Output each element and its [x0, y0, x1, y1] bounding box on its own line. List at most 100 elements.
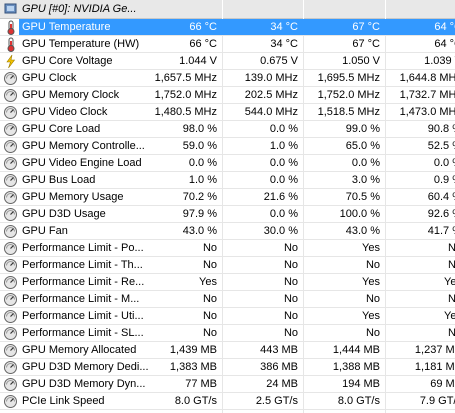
sensor-value: 1.039 V	[424, 55, 455, 67]
sensor-value: 92.6 %	[427, 208, 455, 220]
sensor-row[interactable]: Performance Limit - Re... Yes No Yes Yes	[0, 274, 455, 291]
sensor-row[interactable]: GPU Temperature 66 °C 34 °C 67 °C 64 °C	[0, 19, 455, 36]
sensor-value: 1.050 V	[342, 55, 380, 67]
sensor-value: 65.0 %	[345, 140, 380, 152]
sensor-row[interactable]: GPU Video Engine Load 0.0 % 0.0 % 0.0 % 0.0 …	[0, 155, 455, 172]
sensor-value: 3.0 %	[351, 174, 380, 186]
row-icon	[4, 293, 17, 306]
sensor-value: 34 °C	[270, 21, 298, 33]
sensor-value: Yes	[199, 276, 217, 288]
sensor-value: 66 °C	[189, 21, 217, 33]
row-icon	[4, 191, 17, 204]
row-icon	[4, 378, 17, 391]
sensor-value: No	[283, 293, 298, 305]
row-background	[19, 19, 455, 35]
sensor-value: 0.0 %	[351, 157, 380, 169]
sensor-value: 0.0 %	[269, 174, 298, 186]
sensor-value: 59.0 %	[182, 140, 217, 152]
sensor-row[interactable]: GPU Core Voltage 1.044 V 0.675 V 1.050 V 1.0…	[0, 53, 455, 70]
row-background	[19, 223, 455, 239]
sensor-row[interactable]: GPU Memory Controlle... 59.0 % 1.0 % 65.0 %…	[0, 138, 455, 155]
sensor-value: 7.9 GT/s	[419, 395, 455, 407]
sensor-row[interactable]: PCIe Link Speed 8.0 GT/s 2.5 GT/s 8.0 GT/s 7…	[0, 393, 455, 410]
sensor-row[interactable]: Performance Limit - Po... No No Yes No	[0, 240, 455, 257]
row-icon	[4, 259, 17, 272]
sensor-value: 194 MB	[342, 378, 380, 390]
sensor-row[interactable]: GPU Memory Usage 70.2 % 21.6 % 70.5 % 60.4 %	[0, 189, 455, 206]
sensor-value: No	[283, 259, 298, 271]
sensor-row[interactable]: GPU Fan 43.0 % 30.0 % 43.0 % 41.7 %	[0, 223, 455, 240]
sensor-value: 1,237 MB	[414, 344, 455, 356]
header-cell[interactable]: GPU [#0]: NVIDIA Ge...	[0, 0, 222, 19]
row-icon	[4, 123, 17, 136]
sensor-row[interactable]: GPU D3D Memory Dedi... 1,383 MB 386 MB 1,38…	[0, 359, 455, 376]
sensor-label: Performance Limit - M...	[22, 293, 140, 305]
row-icon	[4, 106, 17, 119]
column-separator	[385, 19, 386, 413]
sensor-label: GPU Temperature (HW)	[22, 38, 140, 50]
header-cell	[386, 0, 455, 19]
sensor-value: 1.0 %	[269, 140, 298, 152]
sensor-row[interactable]: GPU D3D Usage 97.9 % 0.0 % 100.0 % 92.6 %	[0, 206, 455, 223]
sensor-value: 43.0 %	[182, 225, 217, 237]
sensor-value: 1,439 MB	[169, 344, 217, 356]
sensor-value: 1,181 MB	[414, 361, 455, 373]
sensor-label: GPU Bus Load	[22, 174, 96, 186]
sensor-row[interactable]: GPU Video Clock 1,480.5 MHz 544.0 MHz 1,518…	[0, 104, 455, 121]
sensor-label: GPU D3D Usage	[22, 208, 106, 220]
sensor-value: No	[283, 310, 298, 322]
sensor-value: No	[365, 259, 380, 271]
sensor-row[interactable]: Performance Limit - Uti... No No Yes Yes	[0, 308, 455, 325]
sensor-value: 21.6 %	[263, 191, 298, 203]
sensor-value: 1,657.5 MHz	[154, 72, 217, 84]
sensor-value: 0.0 %	[269, 123, 298, 135]
sensor-label: GPU Core Voltage	[22, 55, 113, 67]
sensor-label: GPU D3D Memory Dedi...	[22, 361, 149, 373]
row-icon	[7, 20, 15, 35]
row-icon	[4, 276, 17, 289]
sensor-row[interactable]: Performance Limit - M... No No No No	[0, 291, 455, 308]
sensor-value: 1.0 %	[188, 174, 217, 186]
sensor-row[interactable]: GPU Clock 1,657.5 MHz 139.0 MHz 1,695.5 MHz…	[0, 70, 455, 87]
column-separator	[303, 19, 304, 413]
row-icon	[6, 54, 16, 69]
sensor-value: 0.0 %	[269, 208, 298, 220]
row-icon	[4, 89, 17, 102]
sensor-row[interactable]: Performance Limit - Th... No No No No	[0, 257, 455, 274]
sensor-label: GPU Clock	[22, 72, 77, 84]
header-icon	[4, 3, 17, 14]
row-icon	[4, 140, 17, 153]
sensor-label: Performance Limit - Re...	[22, 276, 145, 288]
sensor-row[interactable]: GPU Temperature (HW) 66 °C 34 °C 67 °C 64 °C	[0, 36, 455, 53]
sensor-row[interactable]: GPU Memory Allocated 1,439 MB 443 MB 1,444 …	[0, 342, 455, 359]
column-separator	[222, 19, 223, 413]
sensor-label: GPU Temperature	[22, 21, 111, 33]
sensor-value: 90.8 %	[427, 123, 455, 135]
sensor-value: 544.0 MHz	[244, 106, 298, 118]
sensor-row[interactable]: GPU Bus Load 1.0 % 0.0 % 3.0 % 0.9 %	[0, 172, 455, 189]
sensor-row[interactable]: GPU Core Load 98.0 % 0.0 % 99.0 % 90.8 %	[0, 121, 455, 138]
sensor-value: 1,480.5 MHz	[154, 106, 217, 118]
sensor-value: 98.0 %	[182, 123, 217, 135]
sensor-label: GPU Fan	[22, 225, 68, 237]
sensor-value: No	[202, 310, 217, 322]
sensor-value: 52.5 %	[427, 140, 455, 152]
sensor-row[interactable]: Performance Limit - SL... No No No No	[0, 325, 455, 342]
row-icon	[7, 37, 15, 52]
sensor-row[interactable]: GPU D3D Memory Dyn... 77 MB 24 MB 194 MB 69 …	[0, 376, 455, 393]
sensor-row[interactable]: GPU Memory Clock 1,752.0 MHz 202.5 MHz 1,75…	[0, 87, 455, 104]
sensor-value: 43.0 %	[345, 225, 380, 237]
sensor-value: No	[447, 293, 455, 305]
sensor-label: GPU Core Load	[22, 123, 101, 135]
sensor-value: 30.0 %	[263, 225, 298, 237]
row-icon	[4, 310, 17, 323]
sensor-value: 8.0 GT/s	[337, 395, 380, 407]
sensor-value: 34 °C	[270, 38, 298, 50]
sensor-value: 0.0 %	[269, 157, 298, 169]
sensor-value: No	[283, 242, 298, 254]
sensor-label: GPU Memory Controlle...	[22, 140, 145, 152]
sensor-label: PCIe Link Speed	[22, 395, 105, 407]
sensor-value: 100.0 %	[339, 208, 380, 220]
sensor-value: 443 MB	[260, 344, 298, 356]
